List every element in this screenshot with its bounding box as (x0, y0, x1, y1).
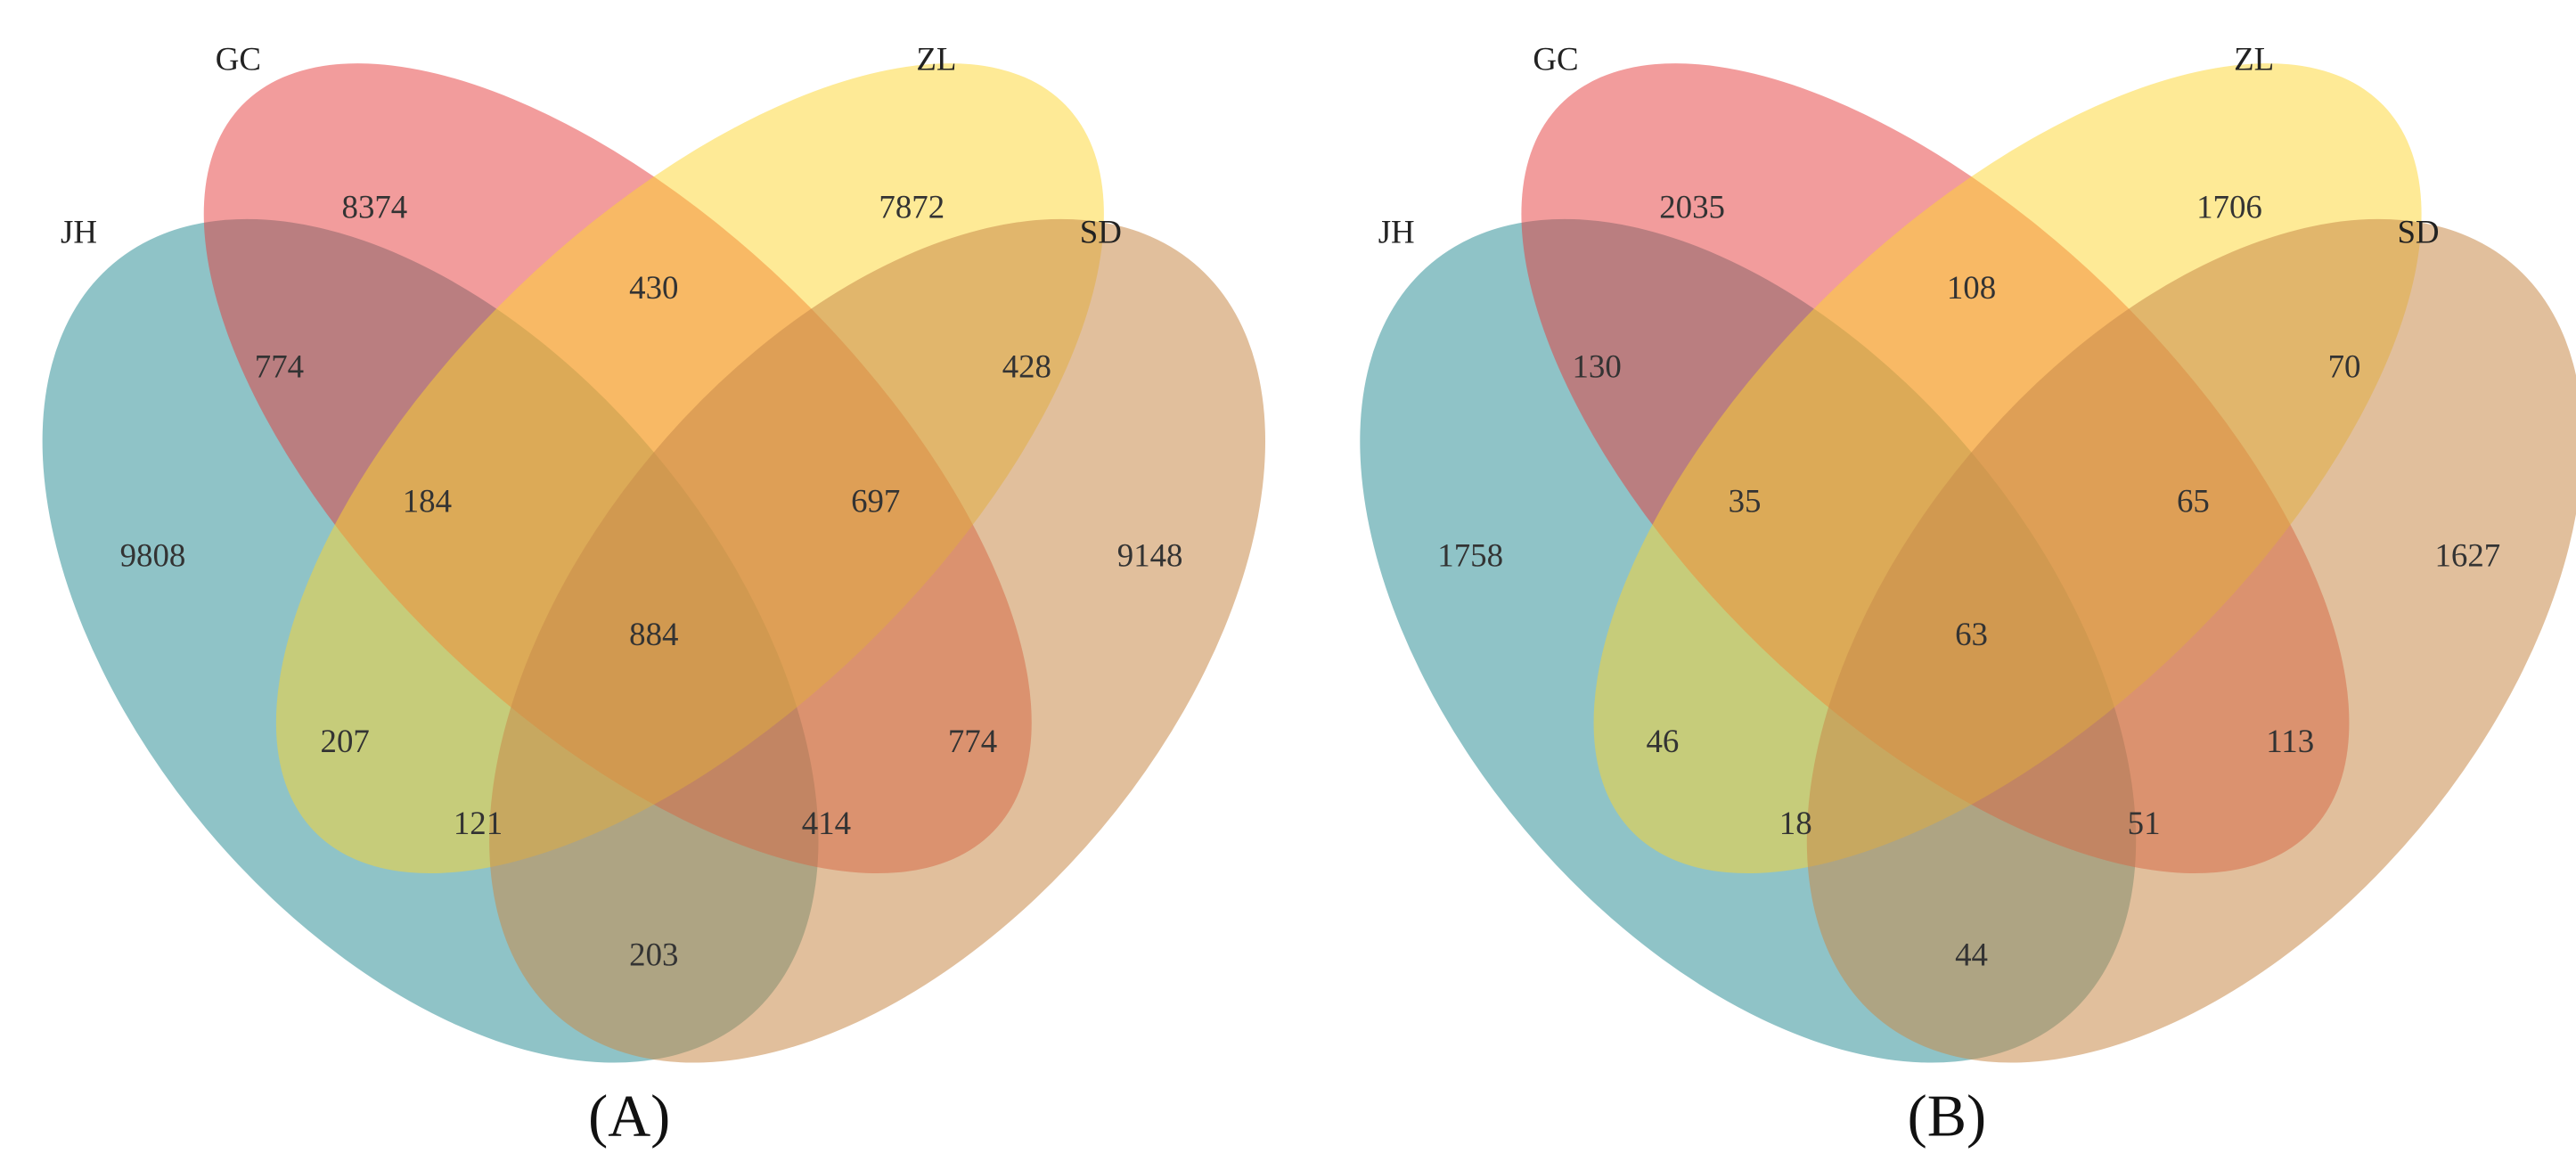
set-ellipse (489, 218, 1266, 1063)
region-count: 1758 (1437, 536, 1503, 573)
region-count: 203 (629, 937, 678, 973)
set-label: SD (2397, 213, 2439, 250)
set-label: JH (61, 213, 97, 250)
region-count: 1706 (2196, 189, 2262, 225)
region-count: 8374 (342, 189, 408, 225)
region-count: 70 (2328, 348, 2361, 384)
region-count: 428 (1002, 348, 1051, 384)
panel-caption: (A) (588, 1084, 670, 1150)
set-ellipse (1806, 218, 2576, 1063)
region-count: 9808 (120, 536, 186, 573)
region-count: 884 (629, 616, 678, 652)
region-count: 774 (255, 348, 304, 384)
region-count: 430 (629, 269, 678, 306)
venn-panel: JH GC ZL SD 9808 8374 7872 9148 774 430 428 184 697 8… (42, 41, 1266, 1150)
region-count: 65 (2177, 483, 2210, 520)
panel-caption: (B) (1908, 1084, 1986, 1150)
region-count: 2035 (1659, 189, 1725, 225)
region-count: 9148 (1117, 536, 1183, 573)
region-count: 51 (2128, 805, 2161, 841)
region-count: 1627 (2434, 536, 2500, 573)
region-count: 63 (1955, 616, 1988, 652)
venn-panel: JH GC ZL SD 1758 2035 1706 1627 130 108 70 35 65 63 46… (1360, 41, 2576, 1150)
set-label: GC (216, 41, 261, 78)
region-count: 207 (321, 723, 370, 759)
region-count: 113 (2266, 723, 2314, 759)
region-count: 414 (802, 805, 851, 841)
region-count: 46 (1646, 723, 1679, 759)
region-count: 130 (1572, 348, 1621, 384)
region-count: 44 (1955, 937, 1988, 973)
region-count: 184 (403, 483, 452, 520)
region-count: 121 (454, 805, 503, 841)
region-count: 18 (1779, 805, 1812, 841)
set-label: SD (1080, 213, 1122, 250)
region-count: 7872 (879, 189, 945, 225)
region-count: 108 (1947, 269, 1996, 306)
set-label: ZL (916, 41, 956, 78)
set-label: ZL (2234, 41, 2274, 78)
region-count: 774 (948, 723, 997, 759)
set-label: GC (1533, 41, 1578, 78)
set-label: JH (1378, 213, 1415, 250)
region-count: 35 (1729, 483, 1762, 520)
region-count: 697 (851, 483, 900, 520)
